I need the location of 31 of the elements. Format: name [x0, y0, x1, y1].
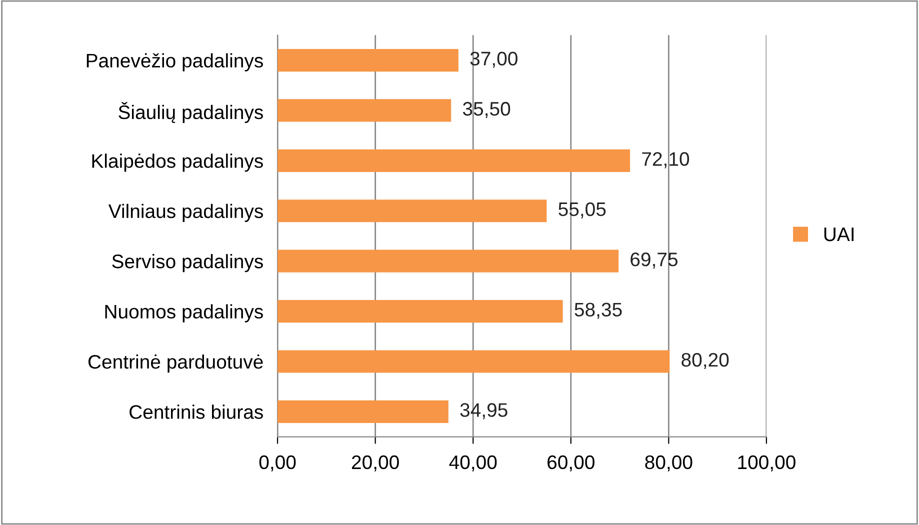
- x-tick-label: 100,00: [738, 455, 796, 472]
- bar: [278, 99, 452, 122]
- bar: [278, 350, 670, 373]
- y-tick-label: Panevėžio padalinys: [86, 53, 263, 72]
- x-tick-label: 80,00: [645, 455, 692, 472]
- data-label: 72,10: [642, 152, 690, 168]
- y-tick-label: Serviso padalinys: [112, 254, 263, 272]
- x-tick-label: 0,00: [259, 455, 296, 472]
- data-label: 58,35: [574, 302, 622, 319]
- data-label: 37,00: [470, 52, 518, 68]
- data-label: 69,75: [630, 252, 678, 269]
- legend-label: UAI: [824, 228, 854, 242]
- y-tick-label: Šiaulių padalinys: [118, 102, 263, 124]
- data-label: 55,05: [558, 202, 606, 218]
- bar: [278, 48, 458, 72]
- data-label: 80,20: [682, 352, 729, 370]
- x-tick-label: 40,00: [449, 455, 497, 472]
- y-tick-label: Vilniaus padalinys: [108, 204, 263, 222]
- data-label: 34,95: [460, 403, 508, 420]
- bar: [278, 300, 563, 323]
- bar: [278, 200, 547, 222]
- y-tick-label: Klaipėdos padalinys: [92, 154, 263, 172]
- bar: [278, 149, 630, 172]
- data-label: 35,50: [462, 102, 510, 118]
- y-tick-label: Centrinis biuras: [130, 404, 263, 419]
- y-tick-label: Centrinė parduotuvė: [88, 354, 263, 373]
- x-tick-label: 20,00: [352, 455, 399, 472]
- bar: [278, 250, 619, 272]
- bar: [278, 400, 448, 423]
- x-tick-label: 60,00: [548, 455, 594, 472]
- y-tick-label: Nuomos padalinys: [105, 304, 263, 322]
